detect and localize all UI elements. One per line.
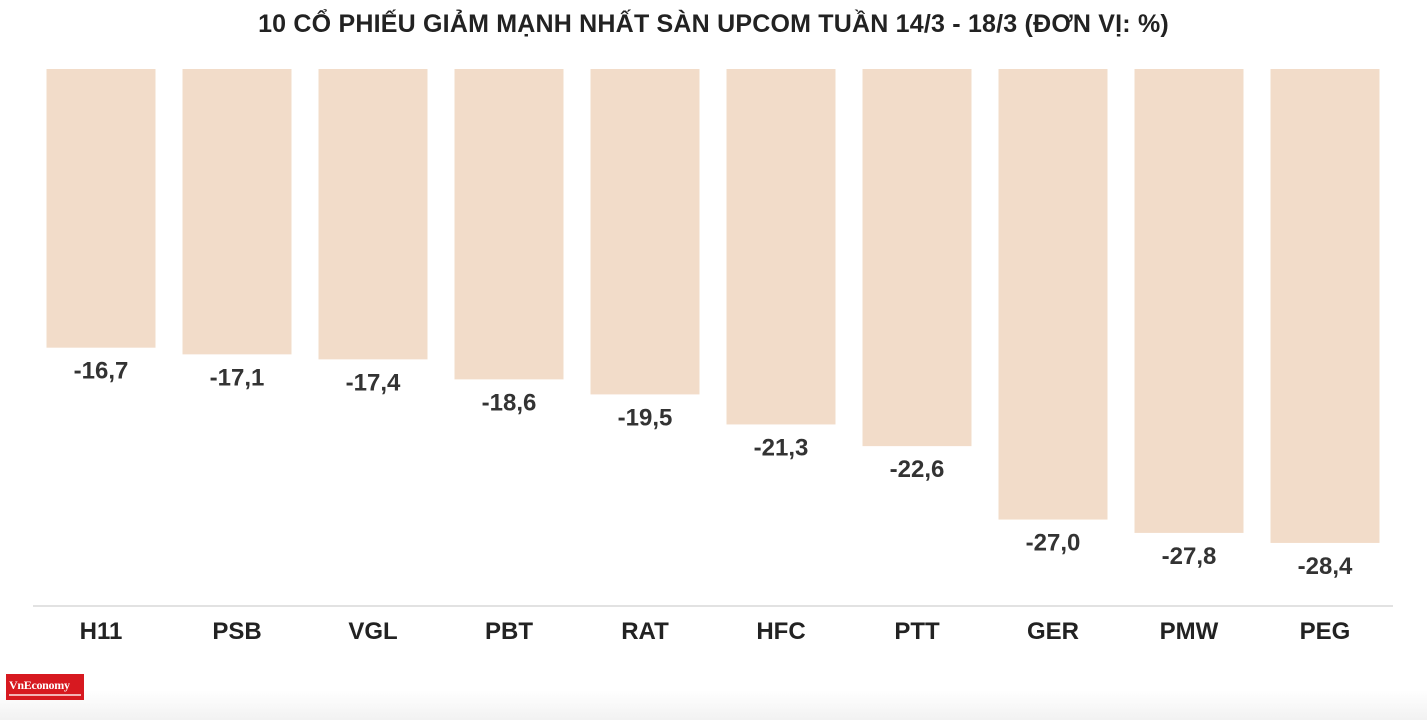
- logo-text: VnEconomy: [9, 678, 70, 692]
- x-tick-pbt: PBT: [485, 618, 533, 645]
- x-tick-hfc: HFC: [756, 618, 805, 645]
- x-tick-peg: PEG: [1300, 618, 1351, 645]
- bar-pbt: [454, 69, 564, 380]
- x-tick-psb: PSB: [212, 618, 261, 645]
- x-tick-ptt: PTT: [894, 618, 940, 645]
- bar-psb: [182, 69, 292, 355]
- x-tick-rat: RAT: [621, 618, 669, 645]
- bar-peg: [1270, 69, 1380, 543]
- footer-band: [0, 690, 1427, 720]
- bar-chart: -16,7 H11 -17,1 PSB -17,4 VGL -18,6 PBT -19,5 RAT…: [33, 69, 1393, 645]
- bar-rat: [590, 69, 700, 395]
- data-label-pbt: -18,6: [482, 389, 537, 416]
- data-label-pmw: -27,8: [1162, 543, 1217, 570]
- data-label-vgl: -17,4: [346, 369, 401, 396]
- bar-hfc: [726, 69, 836, 425]
- data-label-ptt: -22,6: [890, 456, 945, 483]
- data-label-rat: -19,5: [618, 404, 673, 431]
- data-label-hfc: -21,3: [754, 434, 809, 461]
- data-label-psb: -17,1: [210, 364, 265, 391]
- vneconomy-logo: VnEconomy: [6, 674, 84, 700]
- data-label-peg: -28,4: [1298, 553, 1353, 580]
- bar-pmw: [1134, 69, 1244, 533]
- data-label-ger: -27,0: [1026, 530, 1081, 557]
- chart-title: 10 CỔ PHIẾU GIẢM MẠNH NHẤT SÀN UPCOM TUẦ…: [258, 10, 1169, 38]
- data-label-h11: -16,7: [74, 358, 129, 385]
- x-tick-ger: GER: [1027, 618, 1079, 645]
- logo-underline: [9, 694, 81, 696]
- bar-ger: [998, 69, 1108, 520]
- x-tick-vgl: VGL: [348, 618, 397, 645]
- bar-vgl: [318, 69, 428, 360]
- bar-ptt: [862, 69, 972, 447]
- x-tick-h11: H11: [80, 618, 123, 645]
- bar-h11: [46, 69, 156, 348]
- x-tick-pmw: PMW: [1160, 618, 1219, 645]
